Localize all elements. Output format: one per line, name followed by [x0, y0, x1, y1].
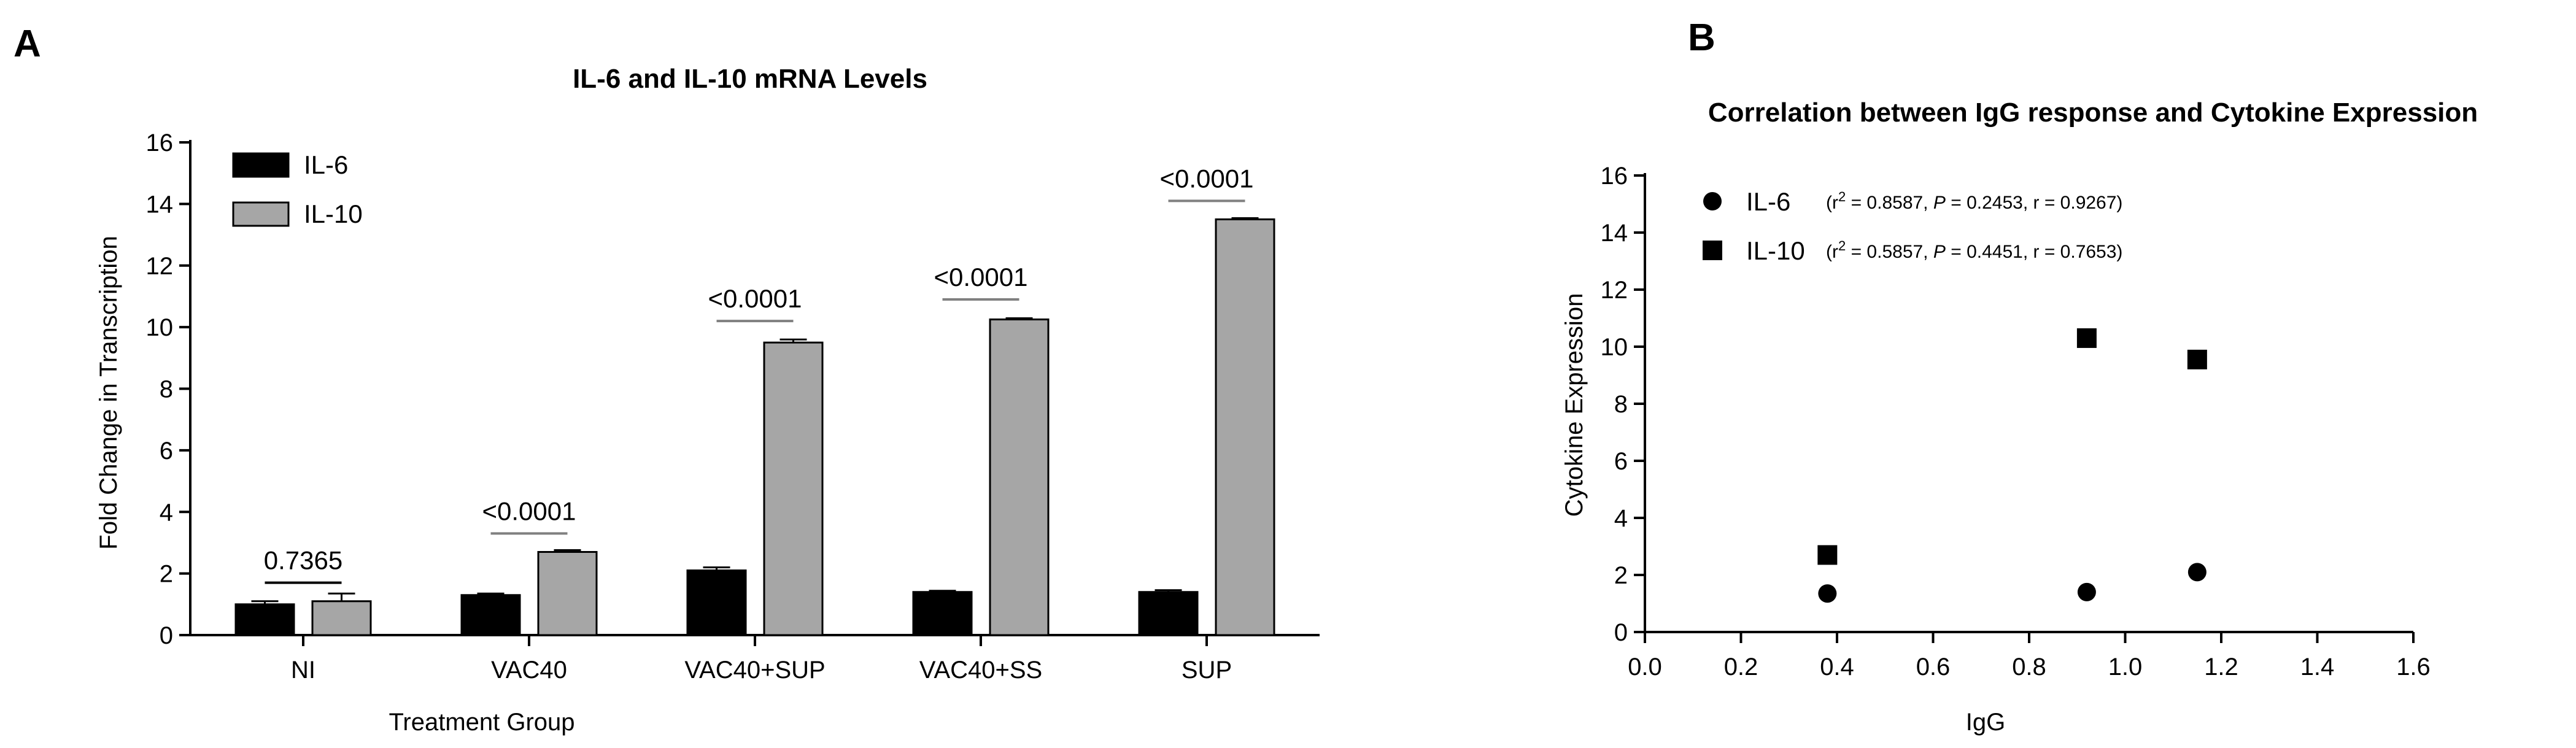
p-value-label: 0.7365: [264, 546, 342, 575]
x-tick-label: 1.2: [2204, 654, 2238, 681]
scatter-chart-y-label: Cytokine Expression: [1561, 293, 1588, 517]
y-tick-label: 10: [1601, 334, 1628, 361]
legend-marker: [1703, 241, 1722, 260]
y-tick-label: 0: [160, 622, 173, 649]
x-tick-label: 1.4: [2300, 654, 2335, 681]
bar-chart-x-label: Treatment Group: [389, 709, 574, 736]
x-tick-label: 0.2: [1724, 654, 1758, 681]
p-value-label: <0.0001: [1160, 164, 1254, 193]
scatter-chart-x-label: IgG: [1966, 709, 2005, 736]
bar-chart-y-label: Fold Change in Transcription: [95, 236, 122, 549]
x-tick-label: 1.6: [2396, 654, 2431, 681]
y-tick-label: 10: [146, 314, 174, 341]
y-tick-label: 16: [1601, 163, 1628, 190]
y-tick-label: 6: [1614, 448, 1628, 475]
y-tick-label: 8: [160, 376, 173, 403]
y-tick-label: 4: [160, 499, 173, 526]
y-tick-label: 0: [1614, 619, 1628, 646]
bar: [311, 600, 372, 636]
legend-label: IL-10: [1746, 236, 1805, 265]
legend-marker: [1703, 192, 1722, 210]
il10-point: [2187, 349, 2207, 369]
legend-label: IL-6: [1746, 187, 1790, 216]
x-tick-label: 0.8: [2012, 654, 2046, 681]
bar-chart-title: IL-6 and IL-10 mRNA Levels: [573, 64, 927, 94]
y-tick-label: 6: [160, 438, 173, 465]
y-tick-label: 14: [1601, 220, 1628, 247]
x-tick-label: NI: [291, 657, 315, 684]
legend-swatch: [232, 152, 290, 178]
bar-chart-bars: [234, 217, 1275, 636]
bar: [763, 341, 824, 636]
y-tick-label: 12: [146, 253, 174, 280]
x-tick-label: 1.0: [2108, 654, 2143, 681]
scatter-chart-y-axis: 0 2 4 6 8 10 12 14 16: [1601, 163, 1646, 646]
il6-point: [2187, 563, 2207, 582]
bar: [1138, 591, 1199, 636]
y-tick-label: 12: [1601, 277, 1628, 304]
panel-b-letter: B: [1688, 17, 1715, 59]
scatter-chart-x-axis: 0.0 0.2 0.4 0.6 0.8 1.0 1.2 1.4 1.6: [1628, 631, 2431, 681]
legend-stats: (r2 = 0.5857, P = 0.4451, r = 0.7653): [1826, 238, 2122, 263]
y-tick-label: 16: [146, 129, 174, 156]
bar: [686, 569, 747, 636]
bar: [912, 591, 973, 636]
il10-point: [2076, 328, 2097, 349]
bar: [1215, 218, 1275, 636]
p-value-label: <0.0001: [482, 496, 576, 525]
x-tick-label: 0.0: [1628, 654, 1662, 681]
x-tick-label: SUP: [1182, 657, 1232, 684]
il10-point: [1817, 545, 1838, 565]
y-tick-label: 8: [1614, 391, 1628, 418]
bar-chart-y-axis: 0 2 4 6 8 10 12 14 16: [146, 129, 191, 649]
bar: [460, 594, 521, 636]
bar: [234, 603, 295, 636]
bar-chart-panel: IL-6 and IL-10 mRNA Levels 0 2 4 6 8 10 12 14 16…: [95, 64, 1320, 736]
legend-label: IL-10: [304, 199, 363, 228]
y-tick-label: 14: [146, 191, 174, 218]
il6-point: [2077, 582, 2096, 601]
x-tick-label: VAC40+SUP: [684, 657, 825, 684]
scatter-chart-legend: IL-6 (r2 = 0.8587, P = 0.2453, r = 0.9267…: [1703, 187, 2122, 265]
y-tick-label: 2: [160, 561, 173, 588]
p-value-label: <0.0001: [708, 284, 802, 313]
x-tick-label: VAC40+SS: [919, 657, 1043, 684]
bar-chart-legend: IL-6 IL-10: [232, 150, 363, 228]
bar-chart-significance: 0.7365 <0.0001 <0.0001 <0.0001 <0.0001: [264, 164, 1254, 584]
legend-swatch: [232, 201, 290, 227]
panel-a-letter: A: [14, 23, 41, 65]
legend-label: IL-6: [304, 150, 348, 179]
scatter-chart-panel: Correlation between IgG response and Cyt…: [1561, 98, 2478, 736]
p-value-label: <0.0001: [934, 263, 1028, 291]
scatter-chart-points: [1817, 328, 2207, 603]
legend-stats: (r2 = 0.8587, P = 0.2453, r = 0.9267): [1826, 189, 2122, 214]
y-tick-label: 4: [1614, 505, 1628, 532]
bar: [537, 550, 598, 636]
y-tick-label: 2: [1614, 562, 1628, 589]
x-tick-label: VAC40: [491, 657, 567, 684]
il6-point: [1818, 584, 1837, 603]
bar-chart-x-axis: NI VAC40 VAC40+SUP VAC40+SS SUP: [190, 634, 1320, 684]
bar: [989, 318, 1050, 636]
x-tick-label: 0.4: [1820, 654, 1854, 681]
x-tick-label: 0.6: [1916, 654, 1951, 681]
scatter-chart-title: Correlation between IgG response and Cyt…: [1708, 98, 2478, 128]
